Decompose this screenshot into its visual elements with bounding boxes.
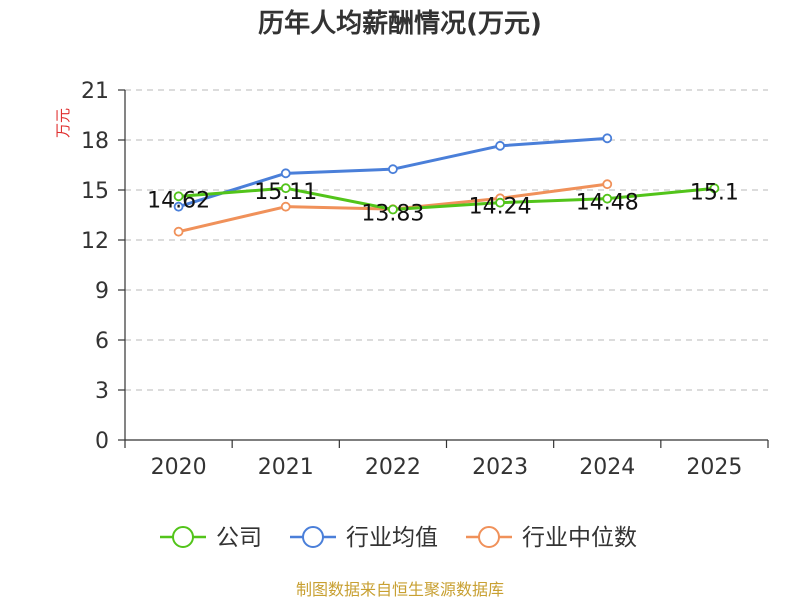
data-label: 15.1 [690,180,739,205]
y-tick-label: 9 [95,279,109,304]
x-tick-label-2021: 2021 [258,455,314,480]
data-point-1[interactable] [280,168,291,179]
x-tick-label-2024: 2024 [579,455,635,480]
data-point-1[interactable] [388,164,398,175]
data-point-0[interactable] [388,204,398,215]
data-point-2[interactable] [280,201,291,212]
y-axis-label: 万元 [54,108,72,138]
x-tick-label-2025: 2025 [686,455,742,480]
x-tick-label-2022: 2022 [365,455,421,480]
legend-label: 公司 [216,525,262,551]
y-tick-label: 3 [95,379,109,404]
y-tick-label: 18 [81,129,109,154]
data-point-2[interactable] [173,226,184,237]
axes: 0 3 6 9 12 15 18 21 2020 2021 2022 2023 2024 2025 [81,79,769,480]
data-point-0[interactable] [280,183,291,194]
data-point-0[interactable] [495,197,505,208]
data-label: 15.11 [254,180,317,205]
legend-marker-icon [302,526,324,548]
data-label: 13.83 [361,202,424,227]
x-tick-label-2023: 2023 [472,455,528,480]
data-label: 14.62 [147,188,210,213]
legend[interactable]: 公司 行业均值 行业中位数 [160,525,637,551]
series-line-0 [178,186,715,211]
data-point-0[interactable] [173,191,184,202]
grid-lines [125,89,768,391]
legend-label: 行业中位数 [522,525,637,551]
legend-item-1[interactable]: 行业均值 [290,525,438,551]
data-point-1[interactable] [495,140,505,151]
data-labels: 14.62 15.11 13.83 14.24 14.48 15.1 [147,180,739,226]
legend-marker-icon [172,526,194,548]
legend-item-0[interactable]: 公司 [160,525,262,551]
y-tick-label: 12 [81,229,109,254]
series-lines [173,133,720,237]
legend-marker-icon [478,526,500,548]
y-tick-label: 0 [95,429,109,454]
data-point-2[interactable] [602,179,613,190]
data-label: 14.24 [469,195,532,220]
data-point-0[interactable] [709,183,720,194]
data-source-note: 制图数据来自恒生聚源数据库 [296,580,504,599]
y-tick-label: 15 [81,179,109,204]
legend-label: 行业均值 [346,525,438,551]
chart-title: 历年人均薪酬情况(万元) [258,8,542,39]
data-point-0[interactable] [602,193,613,204]
data-point-1[interactable] [173,201,184,212]
y-tick-label: 21 [81,79,109,104]
x-tick-label-2020: 2020 [151,455,207,480]
legend-item-2[interactable]: 行业中位数 [466,525,637,551]
data-label: 14.48 [576,191,639,216]
y-tick-label: 6 [95,329,109,354]
data-point-1[interactable] [602,133,613,144]
